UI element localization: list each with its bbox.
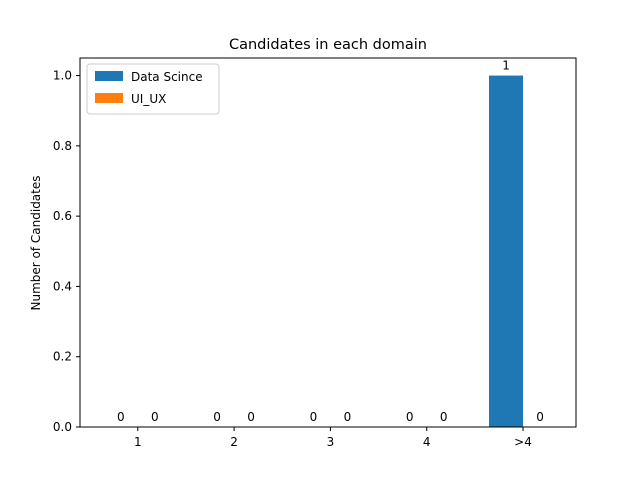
bar (489, 75, 524, 428)
y-tick-label: 0.6 (53, 209, 72, 223)
y-tick-label: 0.0 (53, 420, 72, 434)
legend-label: UI_UX (131, 92, 166, 106)
x-tick-label: 3 (327, 435, 335, 449)
legend: Data Scince UI_UX (86, 63, 220, 115)
data-label: 0 (117, 410, 125, 424)
axes-frame (79, 57, 577, 428)
y-tick-label: 0.8 (53, 139, 72, 153)
x-tick-label: 4 (423, 435, 431, 449)
data-label: 0 (536, 410, 544, 424)
data-label: 0 (213, 410, 221, 424)
legend-swatch (95, 93, 123, 103)
data-label: 0 (344, 410, 352, 424)
legend-swatch (95, 71, 123, 81)
data-label: 0 (151, 410, 159, 424)
y-axis-label: Number of Candidates (29, 176, 43, 311)
y-tick-label: 0.2 (53, 350, 72, 364)
data-label: 0 (440, 410, 448, 424)
x-tick-label: 2 (230, 435, 238, 449)
data-label: 0 (310, 410, 318, 424)
chart-title: Candidates in each domain (229, 37, 427, 53)
x-tick-label: 1 (134, 435, 142, 449)
y-tick-label: 1.0 (53, 69, 72, 83)
data-label: 1 (502, 59, 510, 73)
y-tick-label: 0.4 (53, 279, 72, 293)
x-tick-label: >4 (514, 435, 532, 449)
legend-label: Data Scince (131, 70, 203, 84)
data-label: 0 (406, 410, 414, 424)
data-label: 0 (247, 410, 255, 424)
